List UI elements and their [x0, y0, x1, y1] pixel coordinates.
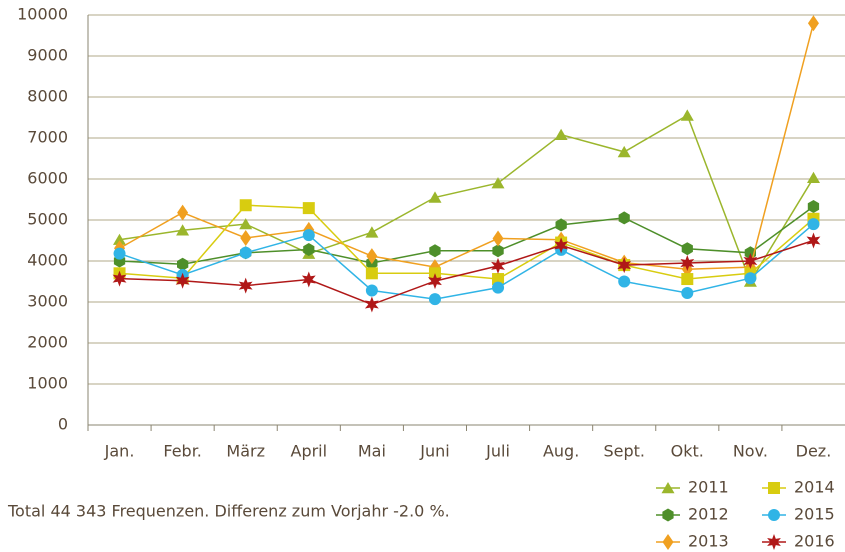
data-point [680, 255, 695, 271]
y-tick-label: 2000 [27, 333, 68, 352]
y-tick-label: 9000 [27, 46, 68, 65]
y-tick-label: 0 [58, 415, 68, 434]
data-point [301, 271, 316, 288]
series-line [119, 205, 814, 266]
data-point [428, 191, 442, 203]
data-point [302, 202, 315, 215]
y-tick-label: 6000 [27, 169, 68, 188]
legend-label: 2013 [688, 532, 729, 551]
annotation: Total 44 343 Frequenzen. Differenz zum V… [7, 502, 450, 521]
data-point [744, 272, 757, 285]
x-tick-label: Okt. [671, 442, 704, 461]
data-point [743, 253, 758, 269]
data-point [807, 171, 820, 183]
data-point [429, 244, 441, 258]
series-line [119, 239, 814, 306]
legend-marker [662, 534, 674, 550]
y-tick-label: 3000 [27, 292, 68, 311]
data-point [177, 204, 189, 221]
data-point [303, 243, 315, 256]
legend-label: 2011 [688, 478, 729, 497]
data-point [807, 15, 819, 32]
data-point [302, 229, 315, 242]
x-tick-label: Juni [419, 442, 449, 461]
data-point [365, 226, 379, 238]
x-tick-label: April [291, 442, 328, 461]
data-point [113, 233, 126, 245]
data-point [364, 296, 379, 313]
x-tick-label: Dez. [796, 442, 832, 461]
data-point [680, 109, 694, 121]
data-point [113, 247, 126, 260]
data-point [176, 224, 190, 236]
legend-marker [768, 482, 780, 494]
legend-marker [768, 509, 780, 521]
data-point [554, 128, 568, 140]
y-tick-label: 5000 [27, 210, 68, 229]
data-point [555, 218, 567, 232]
series-line [119, 23, 815, 270]
y-tick-label: 4000 [27, 251, 68, 270]
data-point [617, 145, 631, 158]
y-tick-label: 7000 [27, 128, 68, 147]
legend-marker [662, 508, 674, 522]
x-tick-label: Febr. [163, 442, 202, 461]
data-point [112, 270, 127, 287]
legend-label: 2012 [688, 505, 729, 524]
data-point [681, 286, 694, 299]
data-point [238, 277, 253, 294]
data-point [239, 246, 252, 259]
data-point [492, 281, 505, 294]
legend-label: 2014 [794, 478, 835, 497]
data-point [807, 218, 820, 231]
legend-label: 2015 [794, 505, 835, 524]
data-point [618, 275, 631, 288]
series-line [119, 204, 814, 280]
data-point [240, 230, 252, 247]
data-point [366, 248, 378, 265]
x-tick-label: Jan. [104, 442, 135, 461]
data-point [428, 273, 442, 290]
data-point [681, 273, 694, 286]
y-tick-label: 1000 [27, 374, 68, 393]
x-tick-label: Juli [485, 442, 510, 461]
legend-marker [661, 482, 675, 494]
series-line [119, 223, 814, 300]
data-point [806, 232, 821, 249]
y-tick-label: 10000 [17, 5, 68, 24]
data-point [365, 284, 378, 297]
data-point [365, 267, 378, 280]
data-point [491, 257, 505, 274]
data-point [175, 272, 190, 289]
series-line [119, 114, 815, 284]
data-point [492, 230, 504, 247]
data-point [618, 211, 630, 225]
x-tick-label: Sept. [603, 442, 645, 461]
x-tick-label: Nov. [733, 442, 768, 461]
data-point [492, 273, 505, 286]
data-point [239, 218, 253, 230]
data-point [491, 177, 505, 189]
data-point [681, 242, 693, 256]
data-point [177, 257, 189, 271]
data-point [428, 293, 441, 306]
legend-label: 2016 [794, 532, 835, 551]
data-point [554, 237, 569, 254]
x-tick-label: Mai [358, 442, 386, 461]
data-point [807, 200, 820, 213]
x-tick-label: Aug. [543, 442, 579, 461]
legend-marker [767, 534, 781, 550]
data-point [492, 244, 504, 258]
data-point [239, 199, 252, 212]
data-point [617, 257, 632, 274]
y-tick-label: 8000 [27, 87, 68, 106]
x-tick-label: März [226, 442, 265, 461]
